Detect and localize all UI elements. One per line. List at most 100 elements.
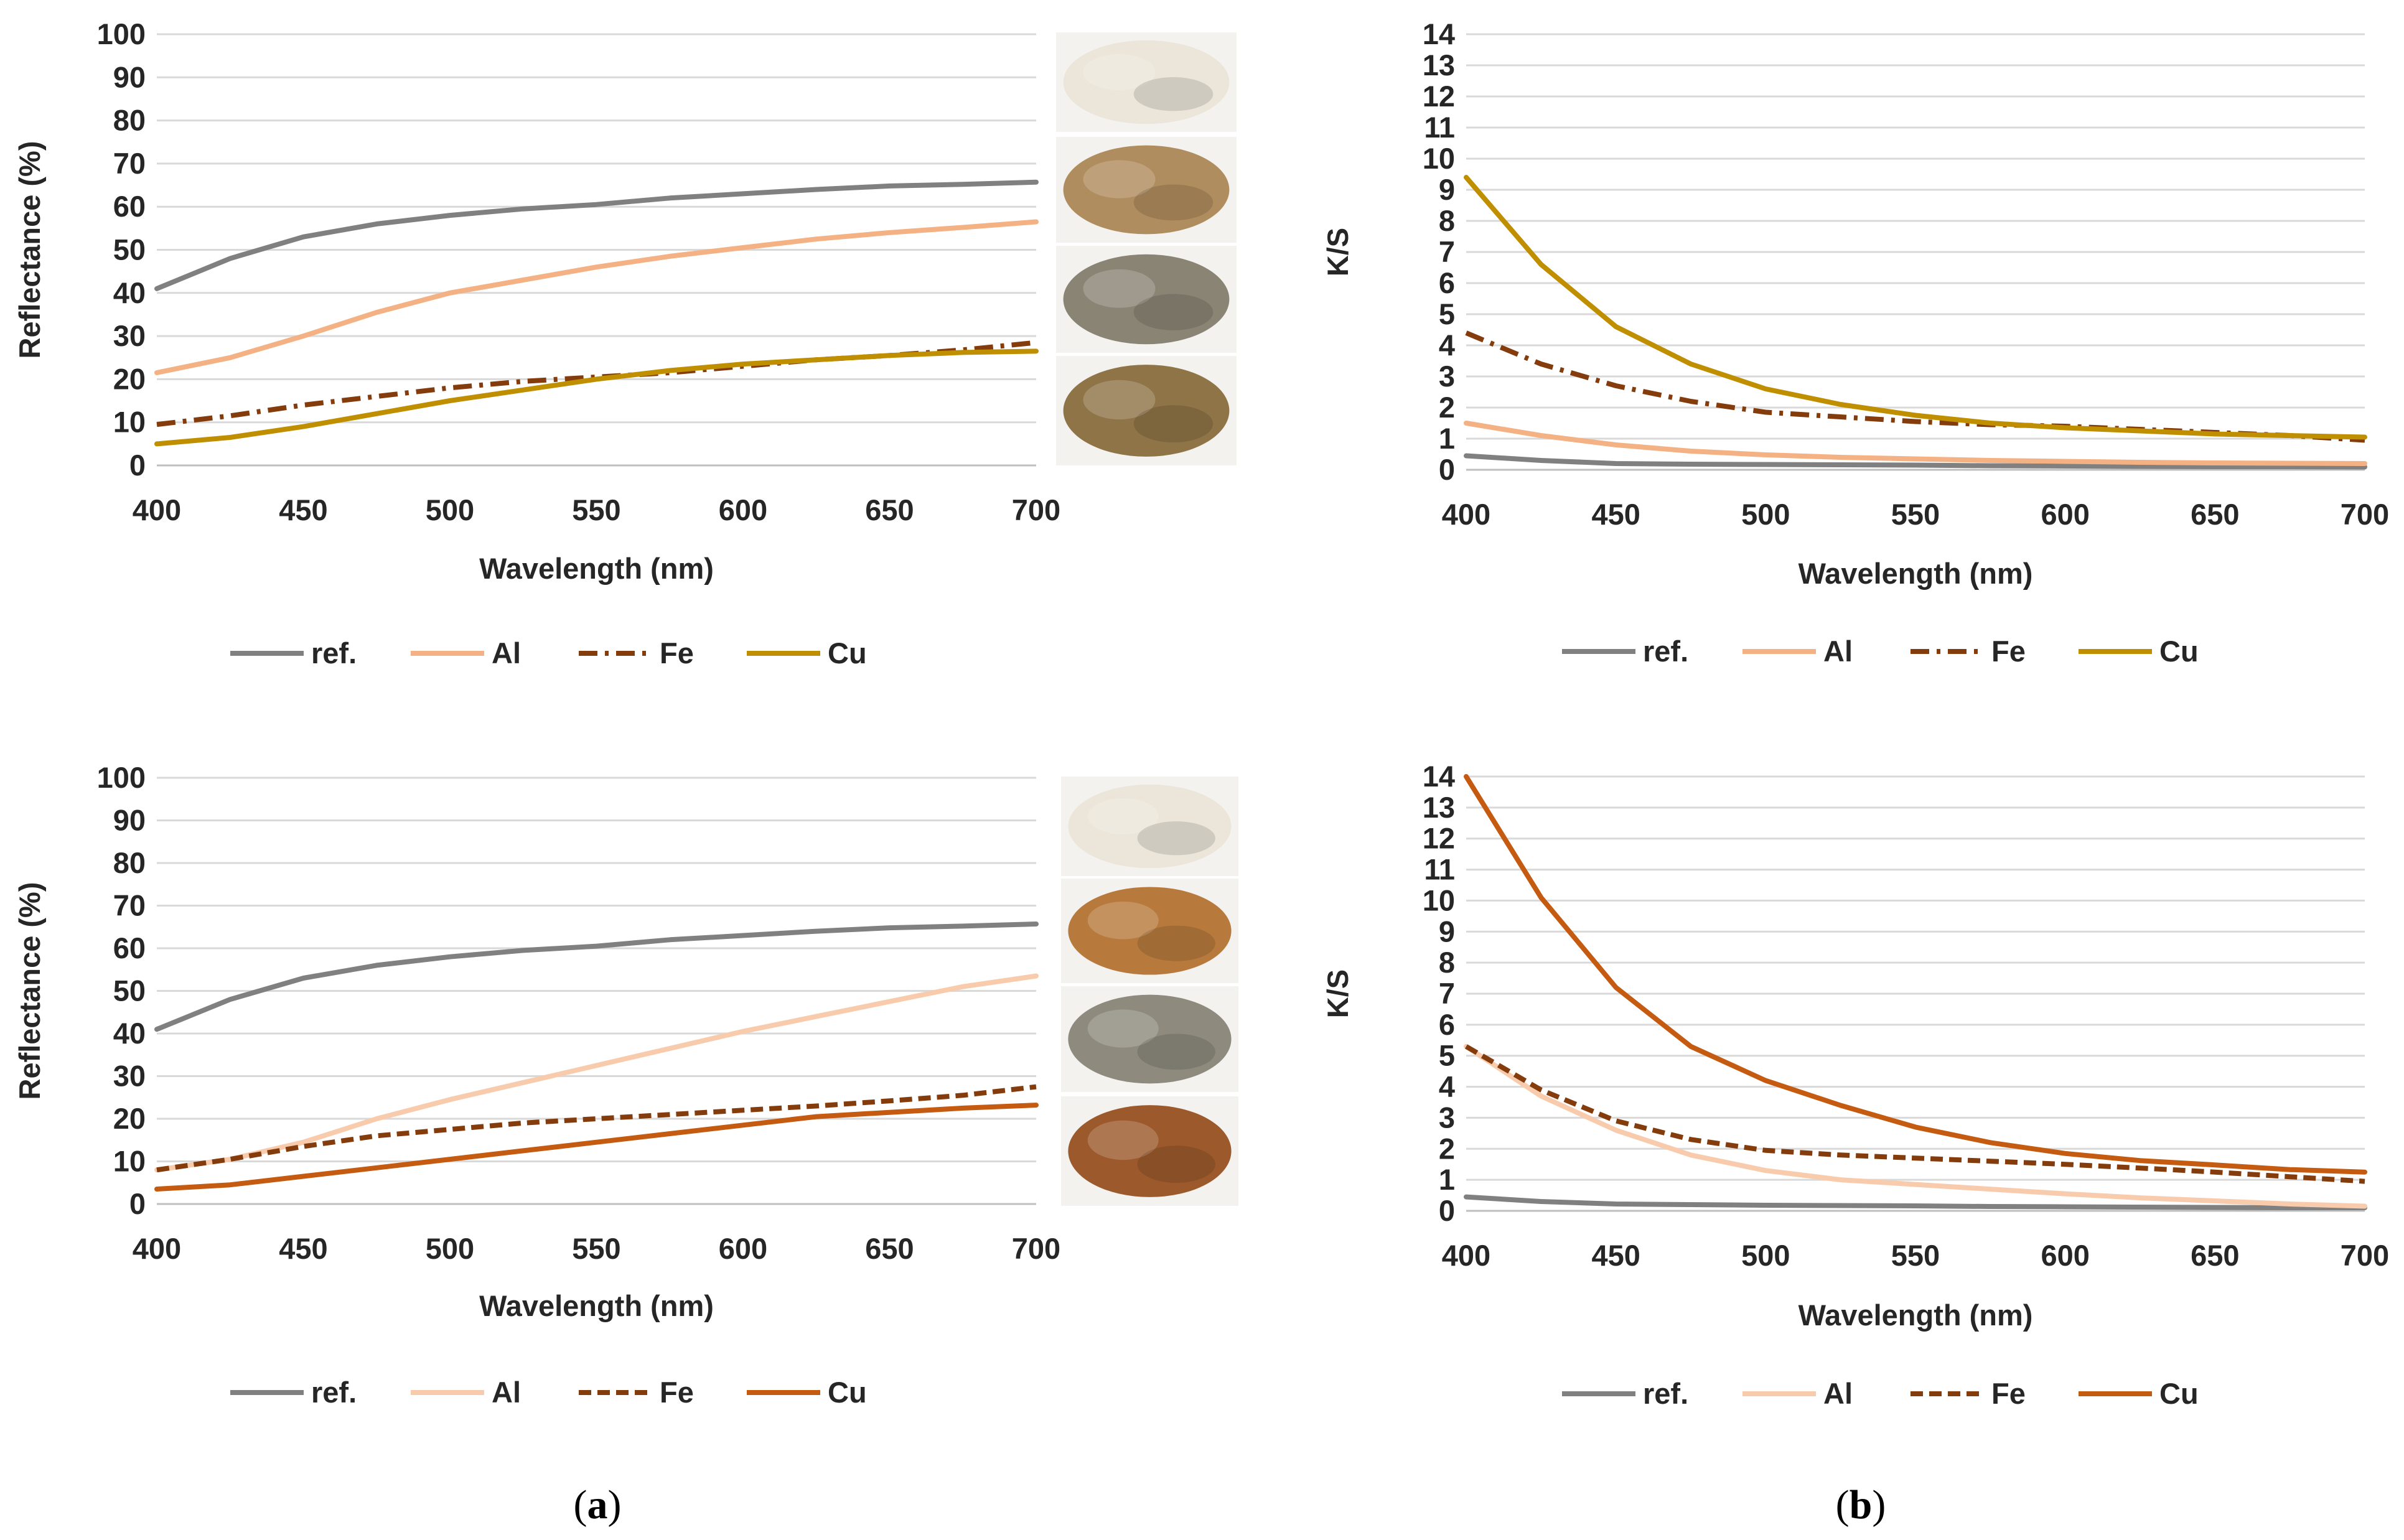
y-tick-label: 13 <box>1423 791 1455 824</box>
y-tick-label: 20 <box>113 1102 146 1135</box>
y-tick-label: 70 <box>113 889 146 922</box>
y-tick-label: 50 <box>113 233 146 266</box>
series-line-ref <box>154 922 1039 1032</box>
photo-shadow <box>1133 405 1214 443</box>
series-line-al <box>1464 421 2367 466</box>
photo-highlight <box>1087 901 1159 940</box>
legend-label: Fe <box>1991 1377 2026 1410</box>
legend-label: Al <box>1823 1377 1853 1410</box>
x-axis-label: Wavelength (nm) <box>1798 1299 2033 1332</box>
y-tick-label: 90 <box>113 60 146 93</box>
photo-shadow <box>1133 77 1214 111</box>
y-tick-label: 100 <box>97 761 146 794</box>
y-tick-label: 5 <box>1439 1039 1455 1072</box>
y-tick-label: 11 <box>1424 111 1455 144</box>
y-tick-label: 2 <box>1439 391 1455 424</box>
y-tick-label: 2 <box>1439 1132 1455 1165</box>
sample-photo-light-brown-wool <box>1056 137 1237 243</box>
y-axis-label: K/S <box>1321 228 1354 276</box>
y-tick-label: 30 <box>113 319 146 352</box>
sample-photo-orange-wool <box>1061 879 1238 983</box>
x-tick-label: 600 <box>2041 498 2089 531</box>
y-tick-label: 0 <box>129 449 146 482</box>
y-tick-label: 30 <box>113 1060 146 1093</box>
y-tick-label: 12 <box>1423 822 1455 855</box>
sample-photo-rust-wool <box>1061 1096 1238 1206</box>
series-line-cu <box>154 348 1039 447</box>
series-line-al <box>154 973 1039 1173</box>
y-tick-label: 1 <box>1439 1163 1455 1196</box>
legend-label: Fe <box>660 1376 694 1409</box>
sample-photos-layer <box>1056 32 1238 1206</box>
legend-label: Cu <box>828 1376 867 1409</box>
x-tick-label: 600 <box>2041 1239 2089 1272</box>
y-tick-label: 80 <box>113 104 146 137</box>
y-tick-label: 1 <box>1439 422 1455 455</box>
y-tick-label: 12 <box>1423 80 1455 113</box>
sample-photo-brown-wool <box>1056 356 1237 465</box>
y-tick-label: 90 <box>113 804 146 837</box>
x-axis-label: Wavelength (nm) <box>479 552 714 585</box>
series-line-ref <box>1464 453 2367 470</box>
x-tick-label: 650 <box>865 1232 914 1265</box>
y-tick-label: 0 <box>129 1187 146 1220</box>
x-tick-label: 450 <box>1591 1239 1640 1272</box>
sample-photo-white-wool-2 <box>1061 777 1238 876</box>
photo-highlight <box>1083 160 1156 198</box>
chart-panel-3: 0 10 20 30 40 50 60 70 80 90 100 400 450 500 550 600 650… <box>13 761 1060 1409</box>
x-tick-label: 700 <box>1012 493 1060 526</box>
y-tick-label: 10 <box>1423 142 1455 175</box>
x-tick-label: 550 <box>572 493 620 526</box>
y-tick-label: 4 <box>1439 329 1455 362</box>
y-tick-label: 10 <box>1423 884 1455 917</box>
series-line-ref <box>1464 1194 2367 1210</box>
series-line-fe <box>156 1084 1037 1173</box>
photo-highlight <box>1083 54 1156 90</box>
x-axis-label: Wavelength (nm) <box>479 1289 714 1322</box>
x-tick-label: 450 <box>279 1232 327 1265</box>
photo-shadow <box>1137 1146 1215 1183</box>
y-tick-label: 10 <box>113 1145 146 1178</box>
y-tick-label: 0 <box>1439 1194 1455 1227</box>
legend-label: Cu <box>828 637 867 670</box>
legend-label: ref. <box>311 1376 357 1409</box>
chart-panel-1: 0 10 20 30 40 50 60 70 80 90 100 400 450 500 550 600 650… <box>13 17 1060 670</box>
y-tick-label: 10 <box>113 406 146 439</box>
photo-wool-tuft <box>1063 40 1230 124</box>
y-tick-label: 60 <box>113 931 146 964</box>
y-tick-label: 7 <box>1439 235 1455 268</box>
photo-wool-tuft <box>1063 145 1230 235</box>
x-tick-label: 400 <box>1442 498 1490 531</box>
series-line-ref <box>154 179 1039 291</box>
photo-wool-tuft <box>1063 365 1230 457</box>
x-tick-label: 600 <box>719 493 767 526</box>
series-line-fe <box>1465 330 2365 443</box>
x-tick-label: 500 <box>426 1232 474 1265</box>
sample-photo-white-wool <box>1056 32 1237 132</box>
x-tick-label: 600 <box>719 1232 767 1265</box>
legend-label: Fe <box>660 637 694 670</box>
x-tick-label: 650 <box>2191 498 2239 531</box>
sample-photo-gray-wool <box>1061 986 1238 1092</box>
y-tick-label: 6 <box>1439 266 1455 299</box>
y-axis-label: Reflectance (%) <box>13 141 46 359</box>
series-line-al <box>154 219 1039 375</box>
legend-label: Cu <box>2159 1377 2199 1410</box>
series-line-fe <box>1464 1044 2365 1184</box>
x-tick-label: 500 <box>1741 1239 1790 1272</box>
y-tick-label: 13 <box>1423 49 1455 82</box>
x-tick-label: 400 <box>1442 1239 1490 1272</box>
legend-label: Al <box>492 1376 521 1409</box>
x-tick-label: 500 <box>426 493 474 526</box>
photo-shadow <box>1137 925 1215 961</box>
x-tick-label: 550 <box>1891 1239 1940 1272</box>
series-line-al <box>1464 1043 2367 1209</box>
photo-wool-tuft <box>1068 887 1232 975</box>
legend-label: Al <box>1823 635 1853 668</box>
y-tick-label: 40 <box>113 276 146 309</box>
y-tick-label: 50 <box>113 974 146 1007</box>
photo-highlight <box>1087 1009 1159 1048</box>
y-tick-label: 3 <box>1439 1101 1455 1134</box>
